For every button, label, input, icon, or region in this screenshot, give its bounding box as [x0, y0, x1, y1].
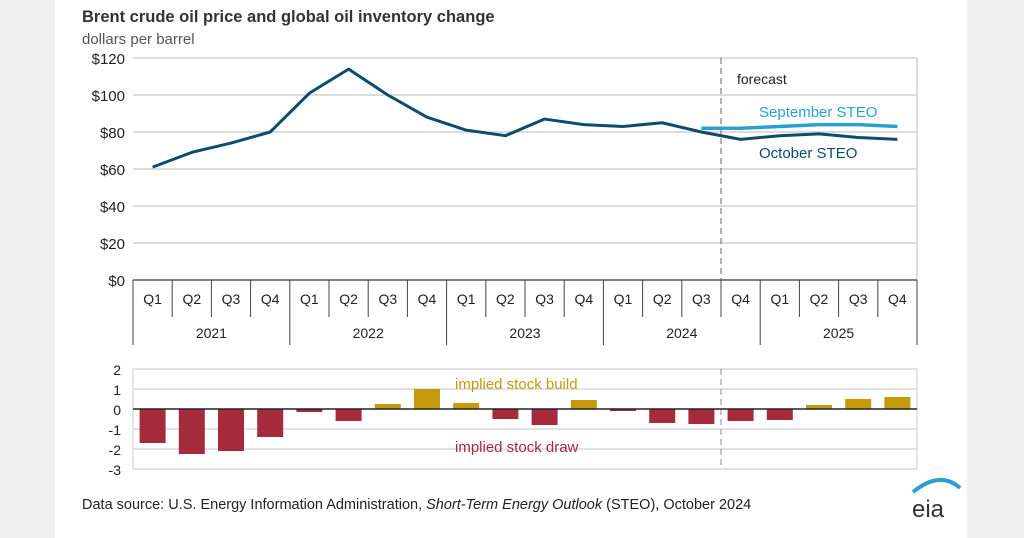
year-label: 2023	[509, 325, 540, 341]
quarter-label: Q1	[300, 291, 319, 307]
bar	[453, 403, 480, 409]
bar	[570, 400, 597, 409]
chart-card: Brent crude oil price and global oil inv…	[55, 0, 967, 538]
y-tick-label: 0	[113, 402, 121, 418]
quarter-label: Q3	[222, 291, 241, 307]
quarter-label: Q1	[614, 291, 633, 307]
bar	[296, 409, 323, 412]
bar	[610, 409, 636, 411]
annotation-stock-draw: implied stock draw	[455, 439, 579, 456]
year-label: 2021	[196, 325, 227, 341]
quarter-label: Q4	[574, 291, 593, 307]
bar	[845, 399, 872, 409]
source-italic: Short-Term Energy Outlook	[426, 497, 603, 513]
quarter-label: Q4	[731, 291, 750, 307]
bar	[178, 409, 205, 454]
y-tick-label: $40	[100, 199, 125, 216]
bar	[374, 404, 401, 409]
bar	[257, 409, 284, 437]
chart-title: Brent crude oil price and global oil inv…	[82, 8, 495, 26]
forecast-label: forecast	[737, 71, 787, 87]
y-tick-label: $20	[100, 236, 125, 253]
quarter-label: Q3	[849, 291, 868, 307]
bar	[218, 409, 244, 451]
svg-text:eia: eia	[912, 496, 945, 523]
bar	[531, 409, 558, 425]
year-label: 2024	[666, 325, 697, 341]
annotation-stock-build: implied stock build	[455, 376, 578, 393]
source-prefix: Data source: U.S. Energy Information Adm…	[82, 497, 426, 513]
y-tick-label: $0	[108, 273, 125, 290]
quarter-label: Q1	[457, 291, 476, 307]
year-label: 2022	[353, 325, 384, 341]
y-tick-label: -2	[109, 442, 122, 458]
series-line-september-steo	[701, 122, 898, 131]
quarter-label: Q1	[770, 291, 789, 307]
bar	[884, 397, 911, 409]
bar	[727, 409, 754, 421]
data-source: Data source: U.S. Energy Information Adm…	[82, 497, 751, 513]
series-line-october-steo	[152, 67, 898, 169]
quarter-label: Q2	[182, 291, 201, 307]
source-suffix: (STEO), October 2024	[602, 497, 751, 513]
bar	[766, 409, 793, 420]
bar	[806, 405, 832, 409]
legend-september-steo: September STEO	[759, 104, 877, 121]
quarter-label: Q4	[888, 291, 907, 307]
quarter-label: Q2	[810, 291, 829, 307]
y-tick-label: 2	[113, 362, 121, 378]
quarter-label: Q2	[339, 291, 358, 307]
bar	[335, 409, 362, 421]
quarter-label: Q3	[378, 291, 397, 307]
y-tick-label: 1	[113, 382, 121, 398]
bar	[688, 409, 715, 424]
legend-october-steo: October STEO	[759, 145, 857, 162]
bar	[414, 389, 440, 409]
y-tick-label: $120	[92, 51, 125, 68]
year-label: 2025	[823, 325, 854, 341]
chart-svg: Brent crude oil price and global oil inv…	[82, 8, 962, 523]
bar	[492, 409, 519, 419]
y-axis-label: dollars per barrel	[82, 31, 195, 48]
quarter-label: Q4	[261, 291, 280, 307]
bar	[649, 409, 676, 423]
y-tick-label: -3	[109, 462, 122, 478]
y-tick-label: $100	[92, 88, 125, 105]
bar	[139, 409, 166, 443]
quarter-label: Q3	[535, 291, 554, 307]
eia-logo: eia	[911, 478, 962, 523]
y-tick-label: -1	[109, 422, 122, 438]
quarter-label: Q4	[418, 291, 437, 307]
quarter-label: Q2	[496, 291, 515, 307]
y-tick-label: $60	[100, 162, 125, 179]
y-tick-label: $80	[100, 125, 125, 142]
quarter-label: Q2	[653, 291, 672, 307]
quarter-label: Q3	[692, 291, 711, 307]
quarter-label: Q1	[143, 291, 162, 307]
